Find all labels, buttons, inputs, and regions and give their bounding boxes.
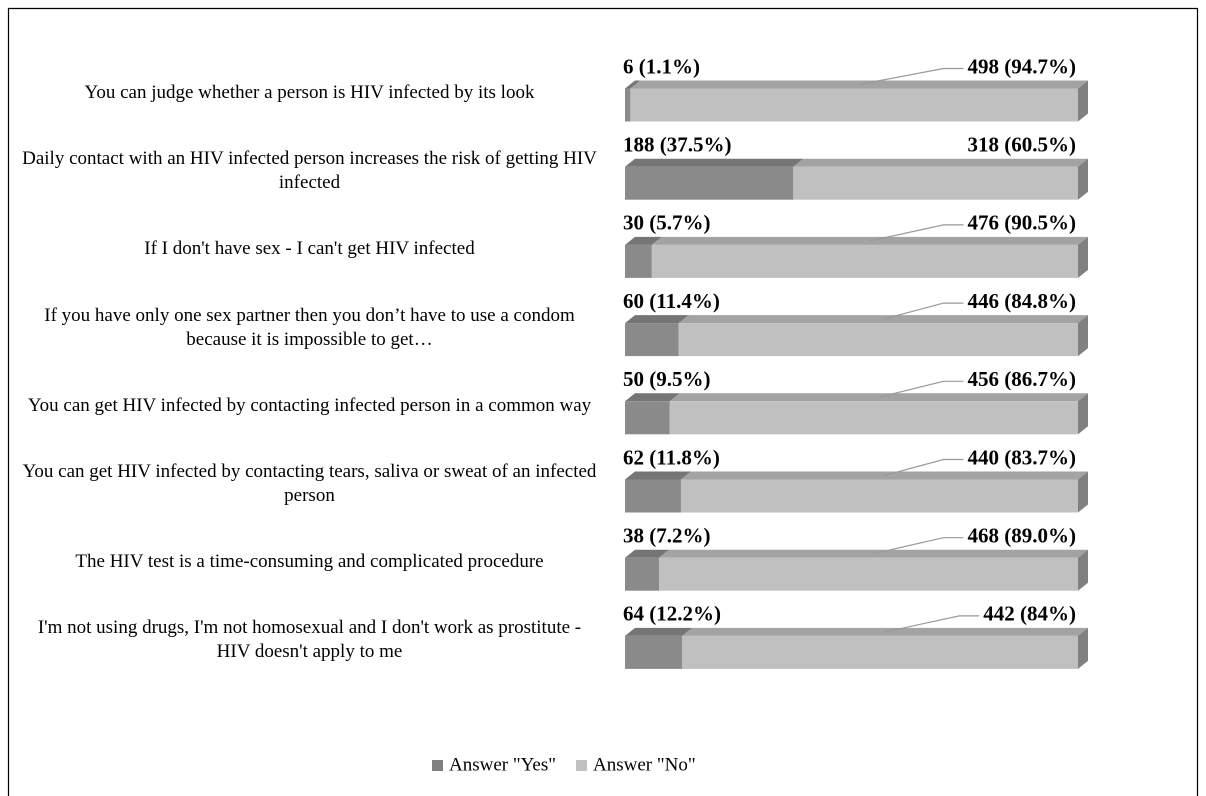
- value-label: 64 (12.2%): [623, 602, 721, 626]
- bar-top: [678, 315, 1088, 324]
- leader-line: [873, 537, 964, 555]
- value-label: 318 (60.5%): [968, 133, 1077, 157]
- legend-swatch: [432, 760, 443, 771]
- value-label: 498 (94.7%): [968, 54, 1077, 78]
- bar: [625, 479, 681, 513]
- leader-line: [884, 458, 964, 477]
- bar: [793, 166, 1078, 200]
- value-label: 456 (86.7%): [968, 367, 1077, 391]
- bar: [625, 244, 652, 278]
- bar: [630, 88, 1078, 122]
- value-label: 188 (37.5%): [623, 133, 732, 157]
- leader-line: [883, 302, 964, 320]
- value-label: 60 (11.4%): [623, 289, 720, 313]
- legend-label: Answer "No": [593, 754, 696, 775]
- bar: [669, 401, 1078, 435]
- bar: [682, 635, 1078, 669]
- legend-label: Answer "Yes": [449, 754, 556, 775]
- bar: [651, 244, 1078, 278]
- bar: [625, 323, 679, 357]
- bar-top: [793, 158, 1088, 167]
- category-label: Daily contact with an HIV infected perso…: [22, 148, 597, 194]
- value-label: 476 (90.5%): [968, 211, 1077, 235]
- value-label: 62 (11.8%): [623, 445, 720, 469]
- category-label: You can get HIV infected by contacting i…: [27, 394, 592, 416]
- category-label: If I don't have sex - I can't get HIV in…: [144, 238, 475, 260]
- bar-side: [1078, 549, 1088, 591]
- bar: [625, 635, 683, 669]
- bar-side: [1078, 627, 1088, 669]
- category-label: You can judge whether a person is HIV in…: [84, 82, 535, 103]
- leader-line: [869, 224, 964, 242]
- bar-top: [625, 627, 693, 636]
- bar-top: [625, 471, 691, 480]
- bar-side: [1078, 80, 1088, 122]
- legend-swatch: [576, 760, 588, 771]
- category-label: I'm not using drugs, I'm not homosexual …: [37, 617, 582, 663]
- value-label: 468 (89.0%): [968, 524, 1077, 548]
- bar-top: [625, 158, 804, 167]
- bar-top: [625, 236, 662, 245]
- value-label: 440 (83.7%): [968, 445, 1077, 469]
- bar: [680, 479, 1078, 513]
- bar: [625, 166, 794, 200]
- bar: [625, 88, 631, 122]
- bar-side: [1078, 393, 1088, 435]
- chart-border: [7, 7, 1199, 796]
- value-label: 442 (84%): [983, 602, 1076, 626]
- bar-side: [1078, 471, 1088, 513]
- bar-top: [625, 393, 680, 402]
- bar-top: [625, 549, 670, 558]
- bar-side: [1078, 158, 1088, 200]
- leader-line: [859, 67, 964, 86]
- bar: [678, 323, 1078, 357]
- category-label: The HIV test is a time-consuming and com…: [75, 551, 544, 573]
- value-label: 6 (1.1%): [623, 54, 700, 78]
- value-label: 50 (9.5%): [623, 367, 711, 391]
- bar: [625, 557, 660, 591]
- bar: [625, 401, 670, 435]
- bar-side: [1078, 236, 1088, 278]
- category-label: You can get HIV infected by contacting t…: [22, 461, 597, 506]
- value-label: 38 (7.2%): [623, 524, 711, 548]
- leader-line: [885, 615, 980, 633]
- value-label: 446 (84.8%): [968, 289, 1077, 313]
- value-label: 30 (5.7%): [623, 211, 711, 235]
- leader-line: [878, 380, 964, 398]
- bar-top: [625, 315, 689, 324]
- bar-side: [1078, 315, 1088, 357]
- category-label: If you have only one sex partner then yo…: [44, 304, 575, 350]
- bar: [659, 557, 1078, 591]
- bar-top: [625, 80, 641, 89]
